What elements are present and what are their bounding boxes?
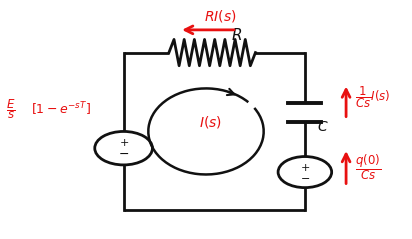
Text: $RI(s)$: $RI(s)$ [204,8,237,23]
Text: $R$: $R$ [231,27,243,43]
Text: $-$: $-$ [118,147,129,160]
Text: $-$: $-$ [300,172,310,182]
Text: $[1 - e^{-sT}]$: $[1 - e^{-sT}]$ [31,100,91,118]
Text: $\dfrac{E}{s}$: $\dfrac{E}{s}$ [6,97,16,121]
Text: $\dfrac{q(0)}{Cs}$: $\dfrac{q(0)}{Cs}$ [355,152,381,182]
Text: $C$: $C$ [317,120,329,134]
Text: $+$: $+$ [300,162,310,173]
Text: $I(s)$: $I(s)$ [199,114,222,130]
Text: $+$: $+$ [119,137,129,148]
Text: $\dfrac{1}{Cs}I(s)$: $\dfrac{1}{Cs}I(s)$ [355,84,391,110]
